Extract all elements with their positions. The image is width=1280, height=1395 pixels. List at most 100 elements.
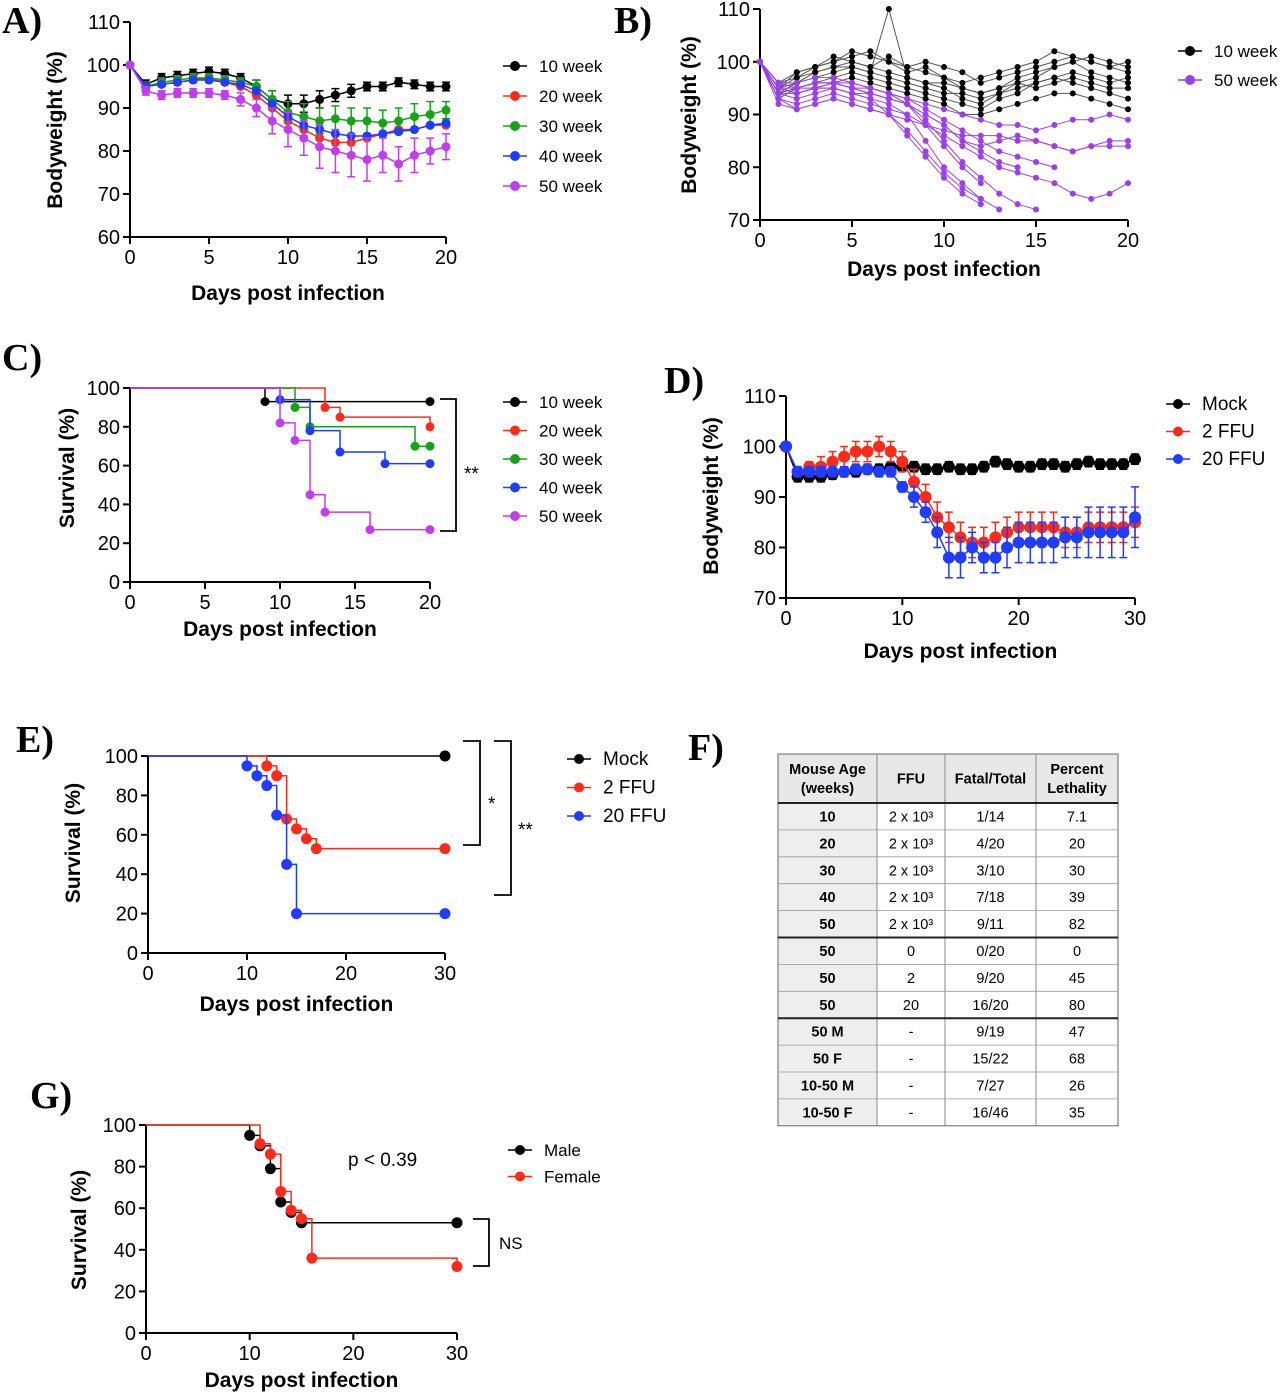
data-point: [1106, 190, 1113, 197]
data-point: [780, 440, 792, 453]
data-point: [1129, 453, 1141, 466]
data-point: [425, 459, 435, 469]
data-point: [977, 95, 984, 102]
panel-A: 0 5 10 15 20 60 70 80 90 100 110 Days post infectio…: [44, 12, 603, 305]
data-point: [172, 88, 182, 98]
data-point: [904, 100, 911, 107]
data-point: [320, 402, 330, 412]
data-point: [996, 158, 1003, 165]
legend-label: Female: [544, 1168, 601, 1187]
panel-E: 0 10 20 30 0 20 40 60 80 100 Days post infection Su…: [62, 740, 666, 1016]
data-point: [1051, 64, 1058, 71]
series-50-week: [130, 387, 435, 535]
data-point: [849, 85, 855, 92]
data-point: [125, 60, 135, 70]
data-point: [919, 463, 932, 476]
survival-step-line: [148, 755, 445, 850]
data-point: [1082, 526, 1095, 539]
data-point: [1125, 58, 1131, 65]
data-point: [264, 1148, 276, 1160]
y-tick-label: 40: [116, 864, 138, 886]
data-point: [931, 526, 944, 539]
data-point: [977, 137, 984, 144]
data-point: [172, 77, 182, 87]
data-point: [1125, 69, 1131, 76]
data-point: [775, 90, 782, 97]
data-point: [904, 69, 911, 76]
x-tick-label: 15: [1025, 230, 1047, 252]
data-point: [830, 64, 837, 71]
data-point: [977, 74, 984, 81]
data-point: [1014, 132, 1021, 139]
x-tick-label: 0: [124, 247, 135, 269]
data-point: [922, 106, 929, 113]
data-point: [904, 95, 911, 102]
data-point: [793, 79, 800, 86]
x-tick-label: 10: [891, 608, 913, 630]
data-point: [904, 90, 911, 97]
significance-bracket: [463, 740, 481, 846]
data-point: [362, 155, 372, 165]
y-tick-label: 60: [116, 825, 138, 847]
data-point: [1035, 458, 1048, 471]
legend-swatch-marker: [574, 811, 584, 821]
data-point: [1125, 79, 1131, 86]
data-point: [1033, 74, 1039, 81]
data-point: [157, 79, 167, 89]
data-point: [849, 79, 855, 86]
x-tick-label: 20: [1008, 608, 1030, 630]
data-point: [977, 100, 984, 107]
table-cell: 30: [819, 863, 835, 879]
data-point: [941, 85, 947, 92]
x-tick-label: 5: [199, 592, 210, 614]
data-point: [919, 491, 932, 503]
legend-label: 2 FFU: [1202, 422, 1255, 443]
data-point: [1059, 460, 1072, 473]
table-cell: 16/46: [972, 1105, 1008, 1121]
y-tick-label: 100: [717, 52, 750, 74]
table-cell: 2 x 10³: [889, 809, 933, 825]
x-tick-label: 20: [435, 247, 457, 269]
data-point: [335, 447, 345, 457]
legend-swatch-marker: [510, 454, 520, 464]
data-point: [977, 111, 984, 118]
table-cell: 47: [1069, 1025, 1085, 1041]
x-axis-label: Days post infection: [864, 640, 1058, 663]
data-point: [1033, 137, 1039, 144]
data-point: [141, 86, 151, 96]
y-tick-label: 60: [114, 1198, 136, 1220]
data-point: [1088, 74, 1095, 81]
data-point: [812, 90, 819, 97]
data-point: [394, 127, 404, 137]
x-axis-label: Days post infection: [847, 258, 1041, 281]
table-cell: 10: [819, 809, 835, 825]
legend-label: 40 week: [539, 479, 603, 498]
y-tick-label: 20: [116, 904, 138, 926]
data-point: [941, 132, 947, 139]
data-point: [1070, 458, 1083, 471]
data-point: [299, 112, 309, 122]
table-cell: 7.1: [1067, 809, 1087, 825]
data-point: [885, 90, 892, 97]
data-point: [959, 85, 966, 92]
legend-swatch-marker: [574, 754, 584, 764]
data-point: [931, 463, 944, 476]
data-point: [267, 116, 277, 126]
data-point: [867, 79, 874, 86]
data-point: [849, 48, 855, 55]
data-point: [315, 94, 325, 104]
data-point: [814, 465, 827, 478]
data-point: [1014, 169, 1021, 176]
table-row: 30 2 x 10³ 3/10 30: [819, 863, 1085, 879]
y-tick-label: 80: [98, 417, 120, 439]
data-point: [941, 143, 947, 150]
significance-bracket: [473, 1218, 490, 1267]
data-point: [849, 53, 855, 60]
data-point: [942, 521, 955, 534]
y-tick-label: 60: [98, 227, 120, 249]
data-point: [884, 445, 897, 458]
x-axis-label: Days post infection: [183, 618, 377, 641]
data-point: [996, 164, 1003, 171]
series-20-week: [130, 387, 435, 432]
data-point: [220, 90, 230, 100]
